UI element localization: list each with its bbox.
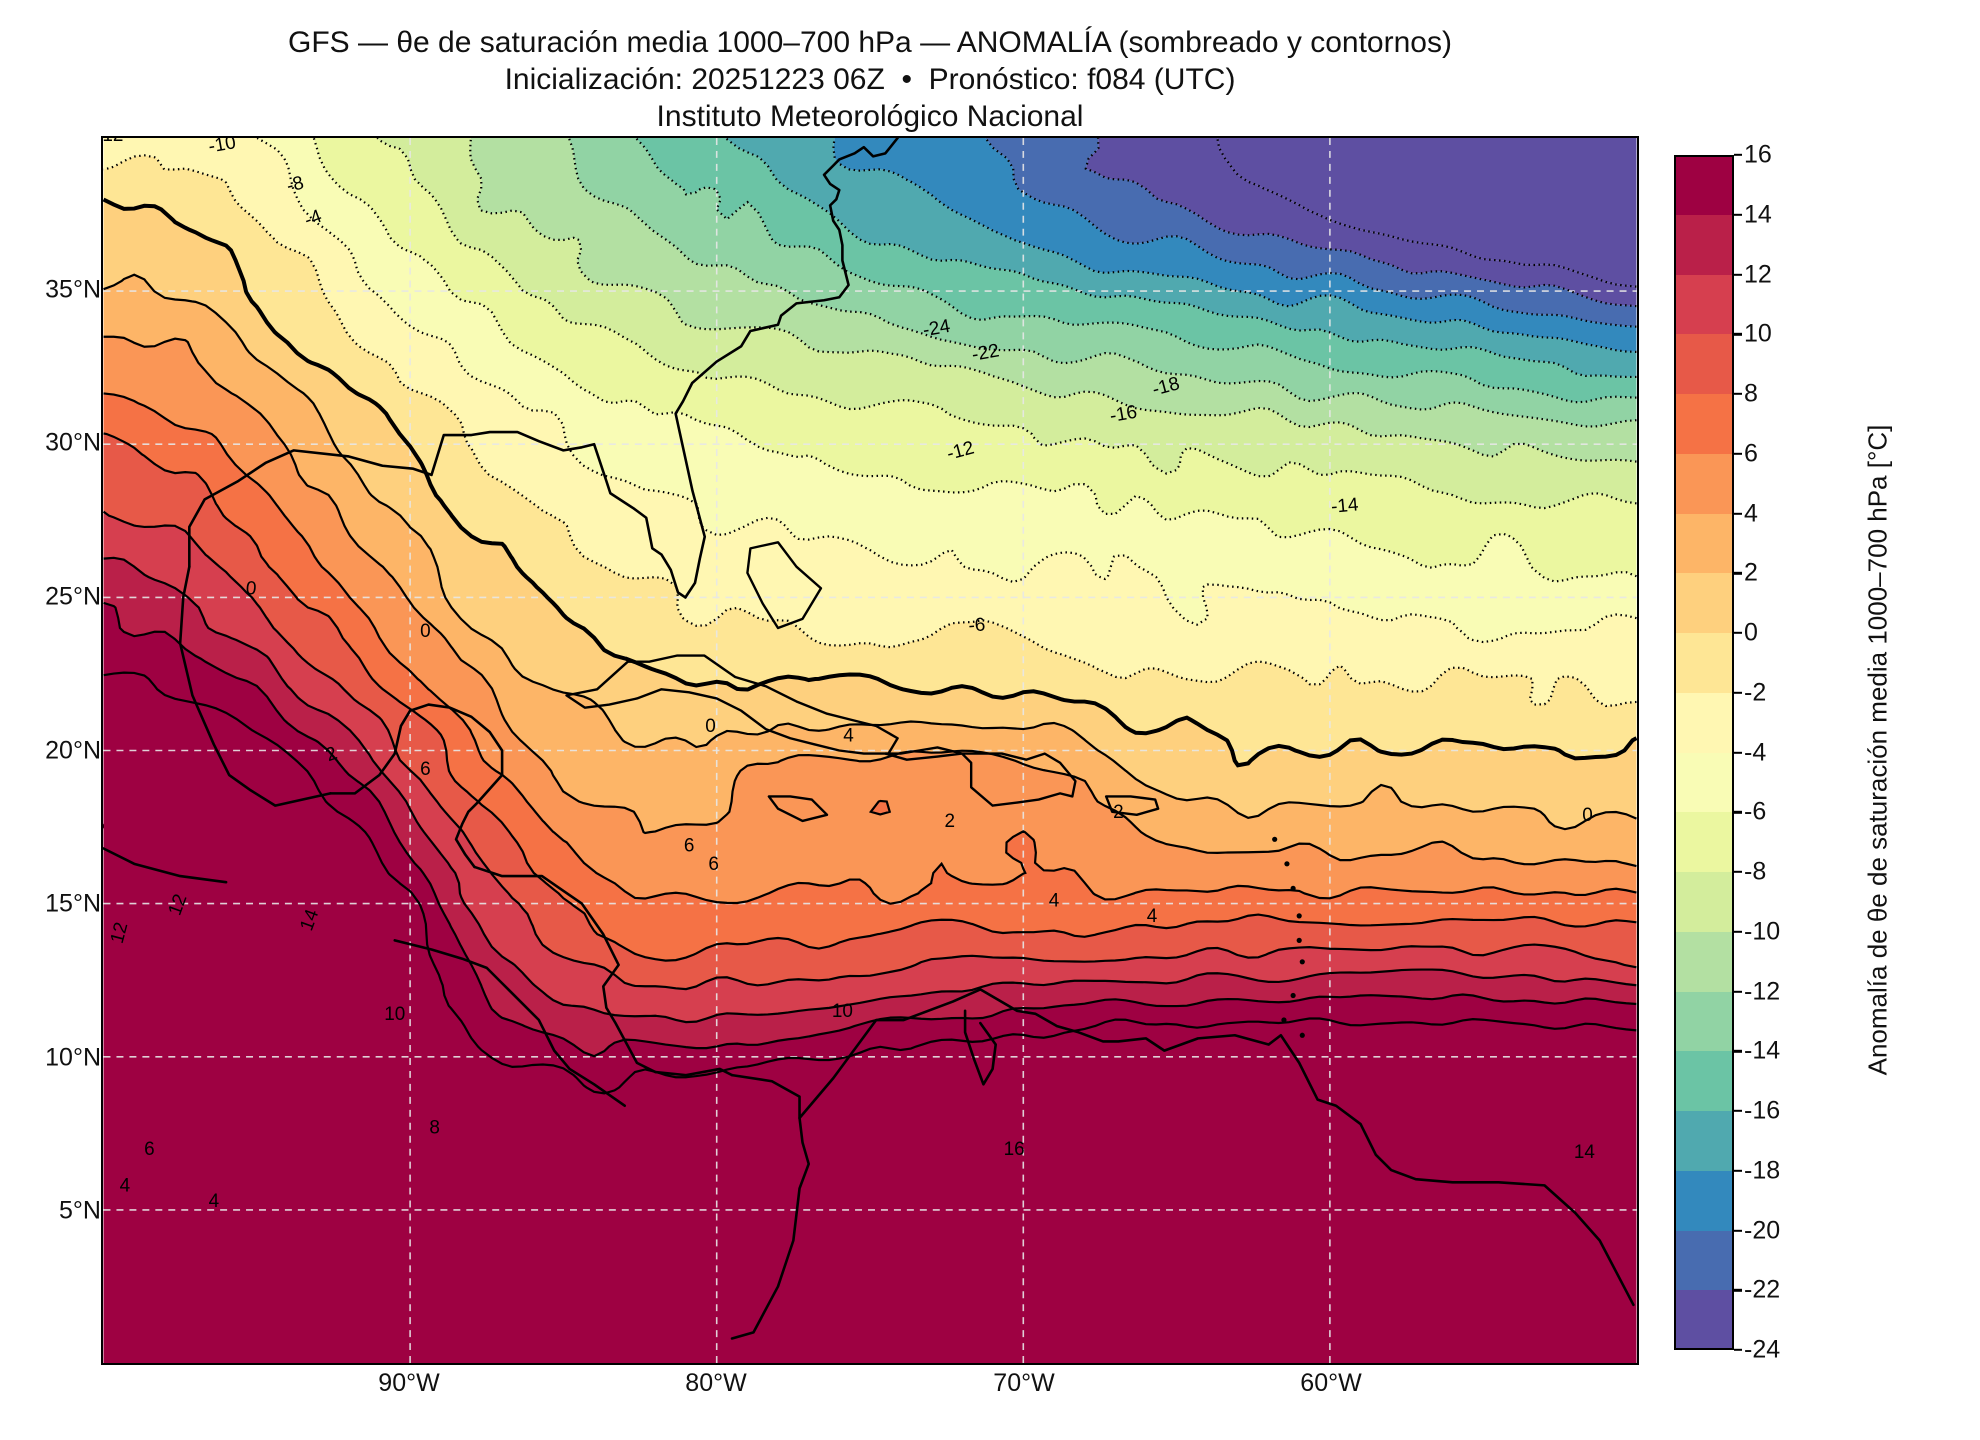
svg-text:6: 6 [708,854,719,875]
svg-text:6: 6 [684,836,695,857]
svg-text:2: 2 [944,811,955,832]
svg-text:10: 10 [832,1001,853,1022]
svg-text:0: 0 [705,716,716,737]
svg-text:8: 8 [429,1117,440,1138]
svg-text:10: 10 [384,1004,405,1025]
svg-text:4: 4 [1049,891,1060,912]
svg-text:-14: -14 [1330,494,1359,517]
svg-text:6: 6 [420,759,431,780]
svg-text:-6: -6 [968,614,987,636]
svg-text:6: 6 [144,1139,155,1160]
svg-text:0: 0 [245,578,257,600]
svg-text:0: 0 [1582,805,1593,826]
svg-text:4: 4 [843,725,854,746]
svg-text:4: 4 [209,1191,220,1212]
svg-text:0: 0 [420,621,431,642]
svg-text:14: 14 [1574,1142,1595,1163]
svg-text:4: 4 [1147,906,1158,927]
svg-text:-12: -12 [103,138,123,146]
svg-text:16: 16 [1004,1139,1025,1160]
svg-text:4: 4 [120,1175,131,1196]
svg-text:2: 2 [1113,802,1124,823]
